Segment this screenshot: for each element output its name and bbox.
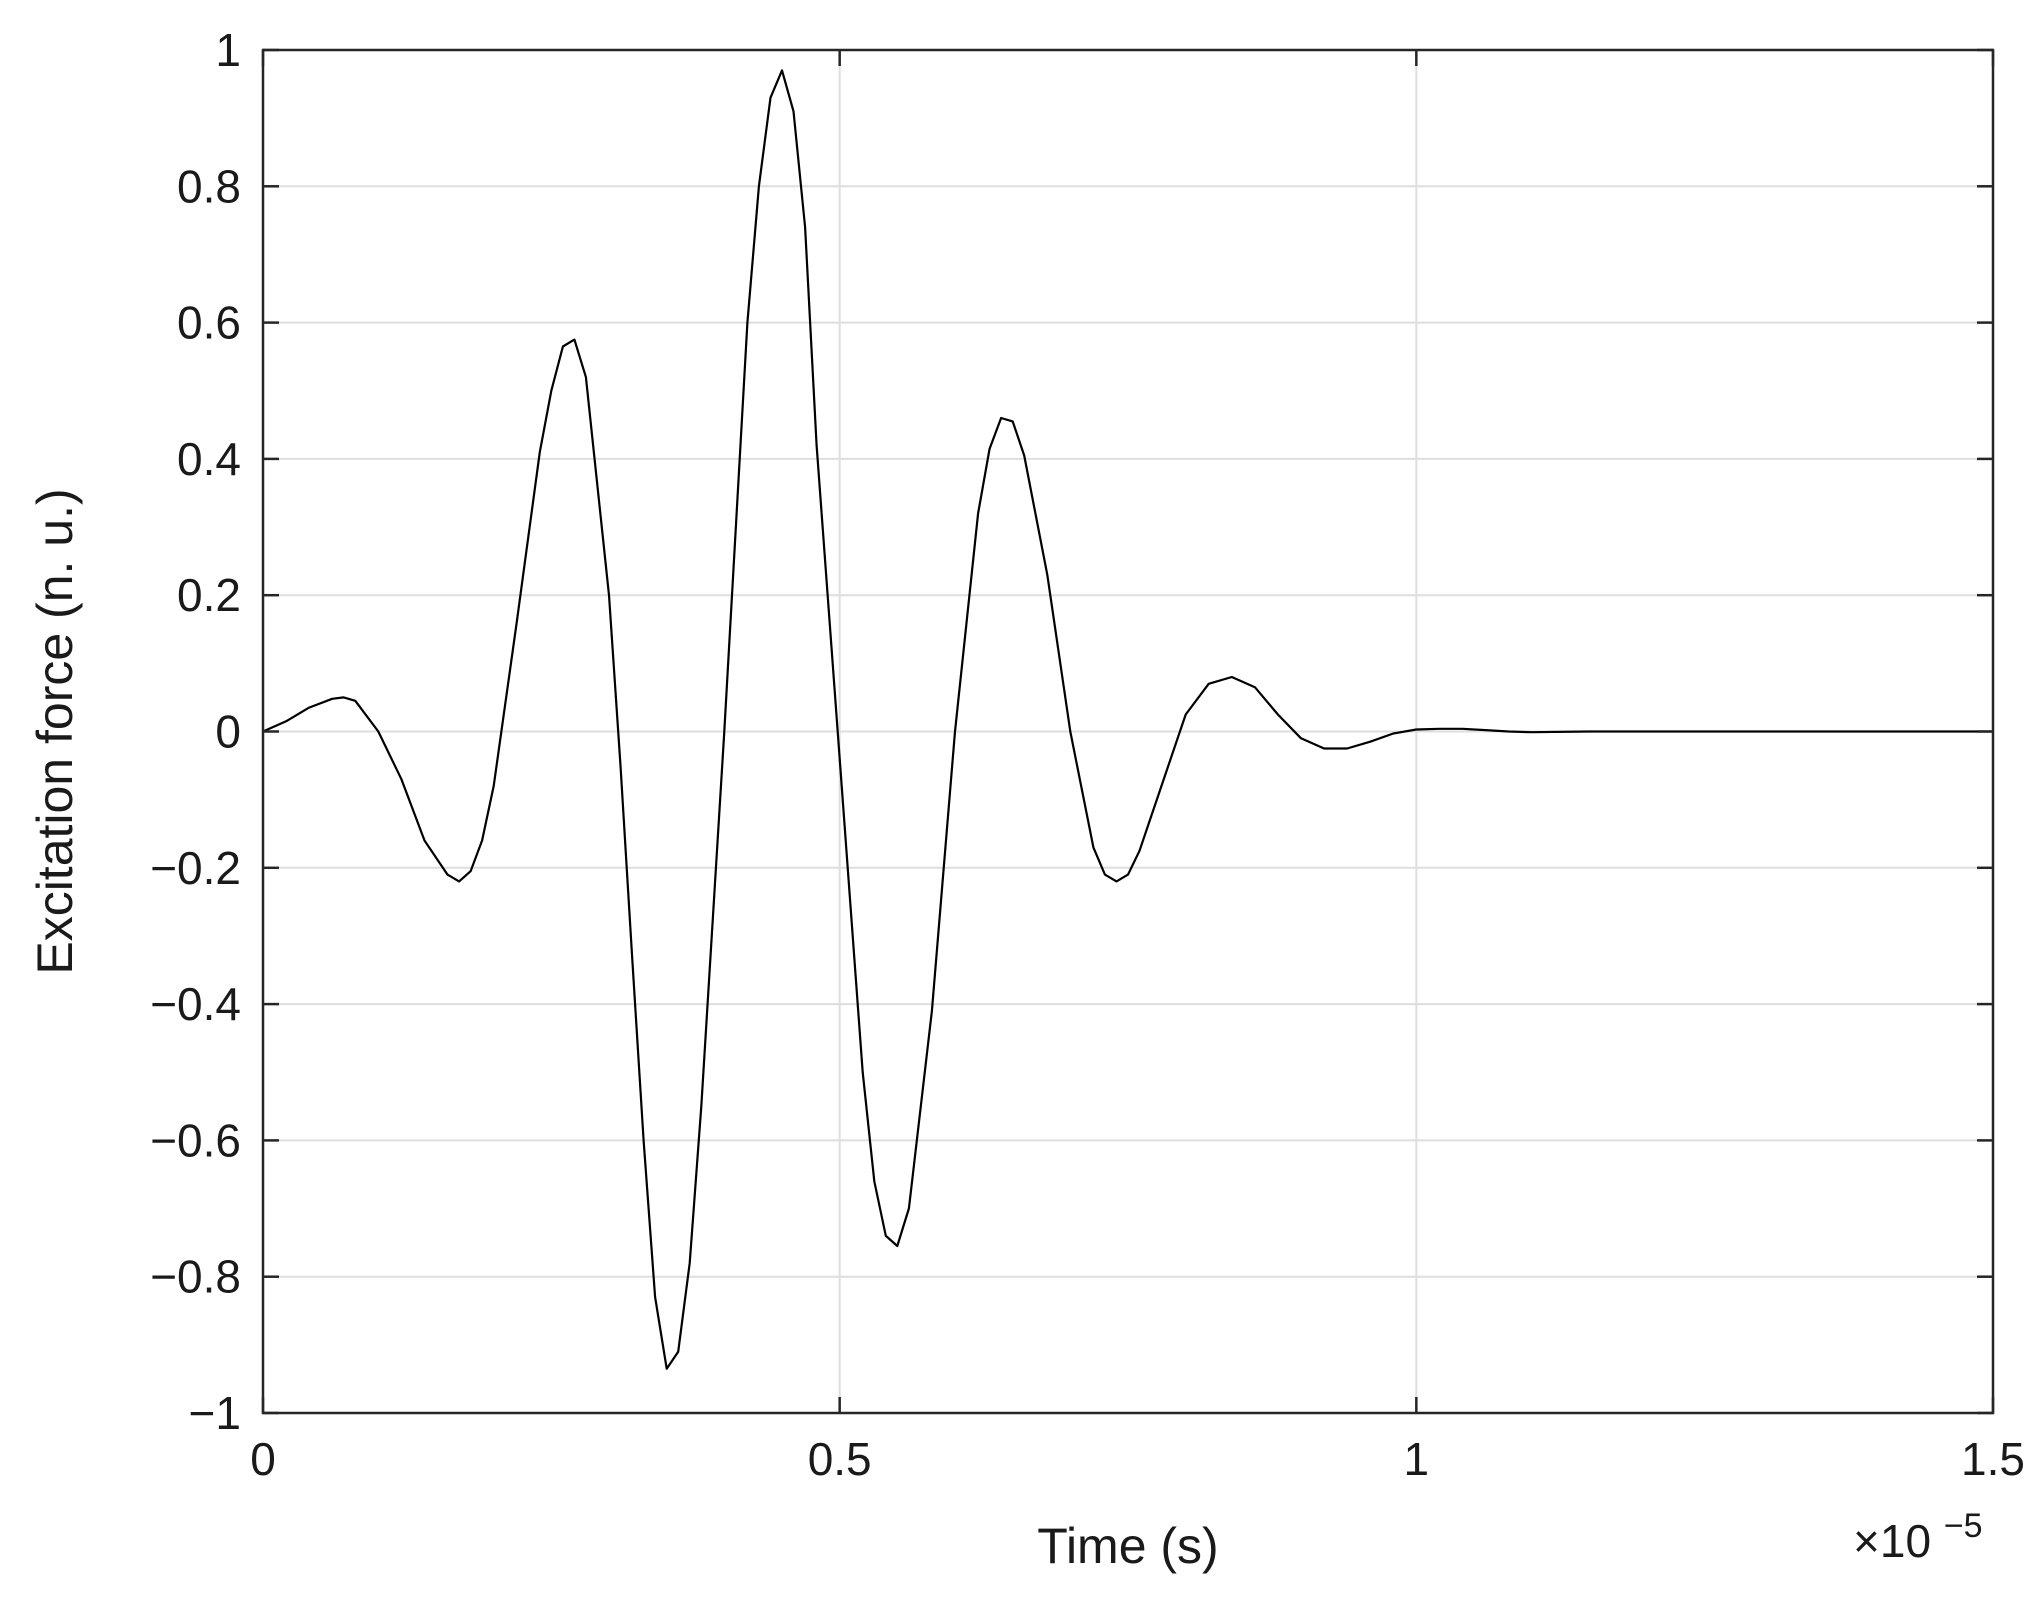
y-tick-label: 0.8 (177, 160, 241, 212)
series-layer (262, 69, 1993, 1370)
y-tick-label: −0.6 (150, 1114, 241, 1166)
series-line (262, 69, 1993, 1370)
y-tick-label: 0.4 (177, 433, 241, 485)
x-tick-label: 1.5 (1961, 1433, 2025, 1485)
y-tick-label: 0.6 (177, 297, 241, 349)
y-tick-label: 1 (215, 24, 241, 76)
x-axis-label: Time (s) (1037, 1518, 1218, 1574)
y-tick-label: −0.8 (150, 1251, 241, 1303)
y-tick-label: −0.4 (150, 978, 241, 1030)
x-axis-multiplier-base: ×10 (1853, 1515, 1931, 1567)
x-axis-multiplier: ×10 −5 (1853, 1507, 1983, 1567)
x-tick-label: 0.5 (808, 1433, 872, 1485)
y-axis-label: Excitation force (n. u.) (27, 488, 83, 974)
axis-ticks (261, 48, 1995, 1415)
y-tick-label: −0.2 (150, 842, 241, 894)
tick-labels: 0 0.5 1 1.5 1 0.8 0.6 0.4 0.2 0 −0.2 −0.4 −0.6 −0.8 −1 (150, 24, 2025, 1485)
y-tick-label: −1 (189, 1387, 241, 1439)
x-axis-multiplier-exponent: −5 (1944, 1507, 1983, 1545)
y-tick-label: 0.2 (177, 569, 241, 621)
x-tick-label: 1 (1404, 1433, 1430, 1485)
y-tick-label: 0 (215, 706, 241, 758)
x-tick-label: 0 (250, 1433, 276, 1485)
